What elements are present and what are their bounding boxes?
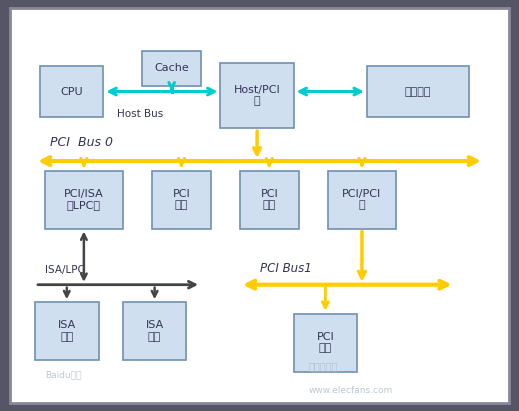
Bar <box>152 171 211 229</box>
Text: Baidu百度: Baidu百度 <box>45 370 81 379</box>
Text: PCI Bus1: PCI Bus1 <box>260 262 311 275</box>
Text: PCI
设备: PCI 设备 <box>172 189 190 210</box>
Text: Host/PCI
桥: Host/PCI 桥 <box>234 85 280 106</box>
Bar <box>123 302 186 360</box>
Text: PCI
设备: PCI 设备 <box>317 332 334 353</box>
Text: PCI  Bus 0: PCI Bus 0 <box>50 136 113 150</box>
Bar <box>328 171 396 229</box>
Bar <box>142 51 201 86</box>
Text: 存储模块: 存储模块 <box>405 87 431 97</box>
Text: ISA
设备: ISA 设备 <box>145 320 163 342</box>
Text: Cache: Cache <box>154 63 189 73</box>
Text: ISA/LPC: ISA/LPC <box>45 265 85 275</box>
Bar <box>40 67 103 117</box>
Text: www.elecfans.com: www.elecfans.com <box>308 386 392 395</box>
Bar <box>35 302 99 360</box>
Text: PCI/ISA
或LPC桥: PCI/ISA 或LPC桥 <box>64 189 104 210</box>
Bar <box>240 171 298 229</box>
Text: PCI/PCI
桥: PCI/PCI 桥 <box>343 189 381 210</box>
Text: CPU: CPU <box>60 87 83 97</box>
Bar <box>221 62 294 128</box>
Text: Host Bus: Host Bus <box>117 109 163 119</box>
Text: ISA
设备: ISA 设备 <box>58 320 76 342</box>
Text: PCI
设备: PCI 设备 <box>261 189 278 210</box>
Bar <box>294 314 357 372</box>
Text: 电子发烧友: 电子发烧友 <box>308 362 338 372</box>
Bar <box>45 171 123 229</box>
Bar <box>367 67 469 117</box>
